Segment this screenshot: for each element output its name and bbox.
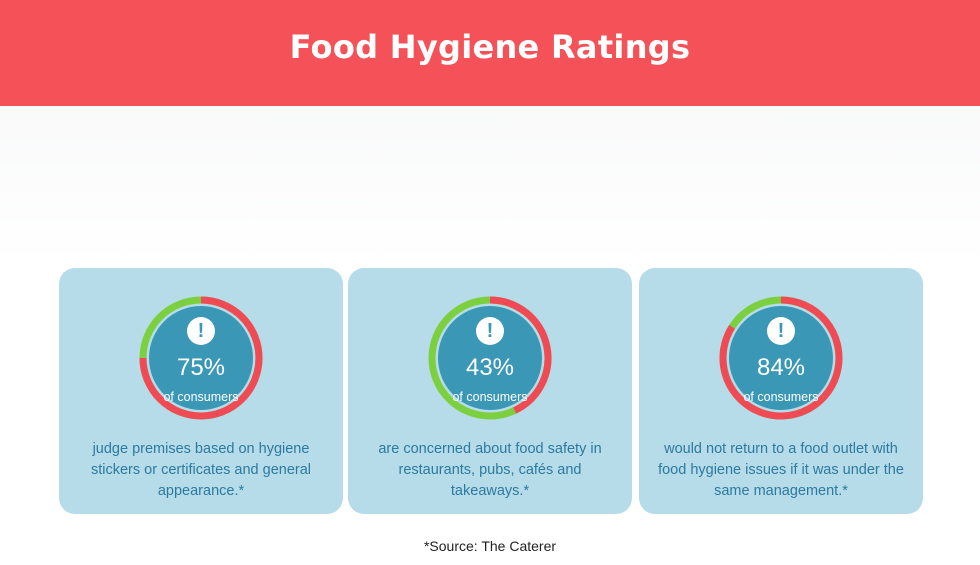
stat-card-3: ! 84% of consumers would not return to a… <box>639 268 923 514</box>
gauge-disc-2 <box>438 306 542 410</box>
stat-description-1: judge premises based on hygiene stickers… <box>90 441 311 499</box>
stat-percent-3: 84% <box>756 354 806 381</box>
donut-gauge-1 <box>139 296 263 420</box>
gauge-arc-3 <box>719 296 843 420</box>
stat-card-2: ! 43% of consumers are concerned about f… <box>348 268 632 514</box>
exclamation-icon: ! <box>476 317 504 345</box>
faded-background <box>0 106 980 266</box>
stat-sub-3: of consumers <box>743 390 819 404</box>
header-banner: Food Hygiene Ratings <box>0 0 980 106</box>
exclamation-icon: ! <box>187 317 215 345</box>
stat-sub-2: of consumers <box>452 390 528 404</box>
stat-description-2: are concerned about food safety in resta… <box>378 441 602 499</box>
donut-gauge-2 <box>428 296 552 420</box>
donut-gauge-3 <box>719 296 843 420</box>
stat-percent-1: 75% <box>176 354 226 381</box>
gauge-disc-1 <box>149 306 253 410</box>
stat-card-1: ! 75% of consumers judge premises based … <box>59 268 343 514</box>
source-note: *Source: The Caterer <box>423 538 557 554</box>
exclamation-icon: ! <box>767 317 795 345</box>
page-title: Food Hygiene Ratings <box>289 28 691 66</box>
gauge-arc-1 <box>139 296 263 420</box>
stat-description-3: would not return to a food outlet with f… <box>658 441 904 499</box>
gauge-disc-3 <box>729 306 833 410</box>
stat-percent-2: 43% <box>465 354 515 381</box>
stat-sub-1: of consumers <box>163 390 239 404</box>
gauge-arc-2 <box>489 296 552 414</box>
